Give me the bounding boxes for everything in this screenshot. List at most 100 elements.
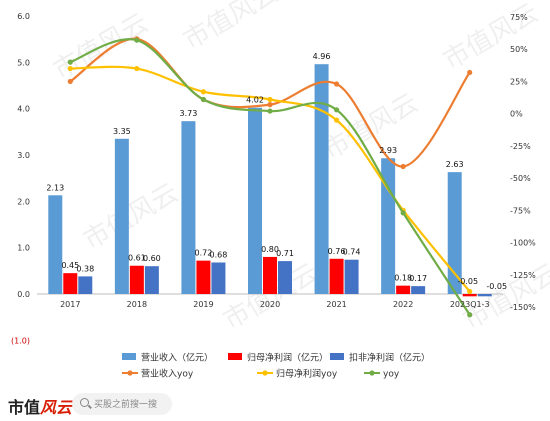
left-axis-tick-negative: (1.0) xyxy=(11,336,30,345)
legend-label: 扣非净利润（亿元） xyxy=(349,352,430,364)
bar-data-label: 0.60 xyxy=(143,254,161,263)
x-tick-label: 2021 xyxy=(326,300,346,309)
bar-data-label: 0.17 xyxy=(409,274,427,283)
bar-3 xyxy=(344,259,359,294)
left-axis: 6.0 5.0 4.0 3.0 2.0 1.0 0.0 (1.0) xyxy=(11,12,30,345)
line-point xyxy=(267,102,273,108)
brand-logo: 市值风云 xyxy=(8,394,72,418)
bar-labels: 2.13 3.35 3.73 4.02 4.96 2.93 2.63 0.45 0.61 0.72… xyxy=(46,52,507,291)
bar-2 xyxy=(329,258,344,294)
line-point xyxy=(267,108,273,114)
legend-label: yoy xyxy=(383,370,400,380)
line-point xyxy=(267,96,273,103)
right-axis-tick: -50% xyxy=(510,174,531,183)
line-point xyxy=(467,69,473,76)
bar-2 xyxy=(129,265,144,294)
bar-data-label: 3.35 xyxy=(113,127,131,136)
bar-data-label: 2.63 xyxy=(446,160,464,169)
bar-data-label: 0.74 xyxy=(343,248,361,257)
bar-data-label: 0.68 xyxy=(210,250,228,259)
bar-1 xyxy=(248,107,262,295)
watermark-text: 市值风云 xyxy=(439,0,544,76)
bar-3 xyxy=(411,286,426,294)
bar-3 xyxy=(144,266,159,294)
line-point xyxy=(400,210,406,216)
bar-data-label: 2.13 xyxy=(46,183,64,192)
bar-data-label: 0.76 xyxy=(328,247,346,256)
legend-label: 营业收入yoy xyxy=(141,368,194,380)
x-tick-label: 2022 xyxy=(393,300,413,309)
line-point xyxy=(333,107,340,113)
bar-2 xyxy=(196,260,211,294)
right-axis: 75% 50% 25% 0% -25% -50% -75% -100% -125% -150% xyxy=(510,13,536,312)
bar-2 xyxy=(396,285,411,294)
line-point xyxy=(67,65,73,72)
watermark-text: 市值风云 xyxy=(459,258,550,336)
bar-3 xyxy=(278,261,292,294)
bar-3 xyxy=(78,276,93,294)
bar-3 xyxy=(211,262,226,294)
left-axis-tick: 1.0 xyxy=(17,244,30,253)
legend-swatch-marker xyxy=(369,370,375,376)
line-point xyxy=(467,312,473,318)
left-axis-tick: 6.0 xyxy=(17,12,30,21)
left-axis-tick: 4.0 xyxy=(17,105,30,114)
brand-mark: 风云 xyxy=(40,398,73,417)
right-axis-tick: 75% xyxy=(510,13,528,22)
left-axis-tick: 2.0 xyxy=(17,197,30,206)
legend-swatch-marker xyxy=(262,370,268,376)
search-box[interactable]: 买股之前搜一搜 xyxy=(72,393,172,415)
bar-data-label: 3.73 xyxy=(180,109,198,118)
bar-data-label: 0.80 xyxy=(261,245,279,254)
right-axis-tick: -75% xyxy=(510,206,531,215)
bar-1 xyxy=(314,64,329,294)
bar-2 xyxy=(263,256,277,294)
line-point xyxy=(333,117,340,123)
bar-data-label: 0.61 xyxy=(128,254,146,263)
x-tick-label: 2017 xyxy=(60,300,80,309)
legend-swatch xyxy=(228,353,242,360)
search-icon xyxy=(80,398,89,407)
x-tick-label: 2023Q1-3 xyxy=(450,300,490,309)
bar-data-label: 4.96 xyxy=(313,52,331,61)
line-point xyxy=(67,78,73,85)
line-point xyxy=(200,89,207,95)
right-axis-tick: -100% xyxy=(510,239,536,248)
bar-1 xyxy=(48,195,63,294)
right-axis-tick: 25% xyxy=(510,77,528,86)
line-point xyxy=(134,37,140,43)
legend-label: 归母净利润（亿元） xyxy=(247,352,328,364)
line-point xyxy=(67,59,73,65)
legend-label: 营业收入（亿元） xyxy=(141,352,213,364)
lines xyxy=(67,36,473,318)
bars xyxy=(48,64,492,297)
line-point xyxy=(134,65,140,72)
right-axis-tick: -25% xyxy=(510,142,531,151)
legend-swatch xyxy=(330,353,344,360)
x-ticks: 2017 2018 2019 2020 2021 2022 2023Q1-3 xyxy=(60,300,489,309)
left-axis-tick: 0.0 xyxy=(17,290,30,299)
bar-data-label: 0.71 xyxy=(276,249,294,258)
watermark-text: 市值风云 xyxy=(179,0,284,56)
bar-data-label: 2.93 xyxy=(379,146,397,155)
bar-1 xyxy=(447,172,462,294)
search-placeholder: 买股之前搜一搜 xyxy=(94,400,158,410)
footer-bar: 市值风云 买股之前搜一搜 xyxy=(0,390,550,421)
bar-3 xyxy=(477,294,492,297)
bar-1 xyxy=(114,138,129,294)
watermark-text: 市值风云 xyxy=(319,88,424,166)
line-point xyxy=(200,96,207,103)
bar-2 xyxy=(63,273,78,294)
left-axis-tick: 5.0 xyxy=(17,58,30,67)
left-axis-tick: 3.0 xyxy=(17,151,30,160)
legend-swatch xyxy=(122,353,136,360)
bar-data-label: 0.18 xyxy=(394,274,412,283)
line-point xyxy=(467,288,473,295)
bar-data-label: -0.05 xyxy=(486,282,507,291)
right-axis-tick: 50% xyxy=(510,45,528,54)
brand-prefix: 市值 xyxy=(8,398,41,417)
bar-data-label: 0.72 xyxy=(195,249,213,258)
right-axis-tick: -125% xyxy=(510,271,536,280)
bar-data-label: -0.05 xyxy=(457,277,478,286)
